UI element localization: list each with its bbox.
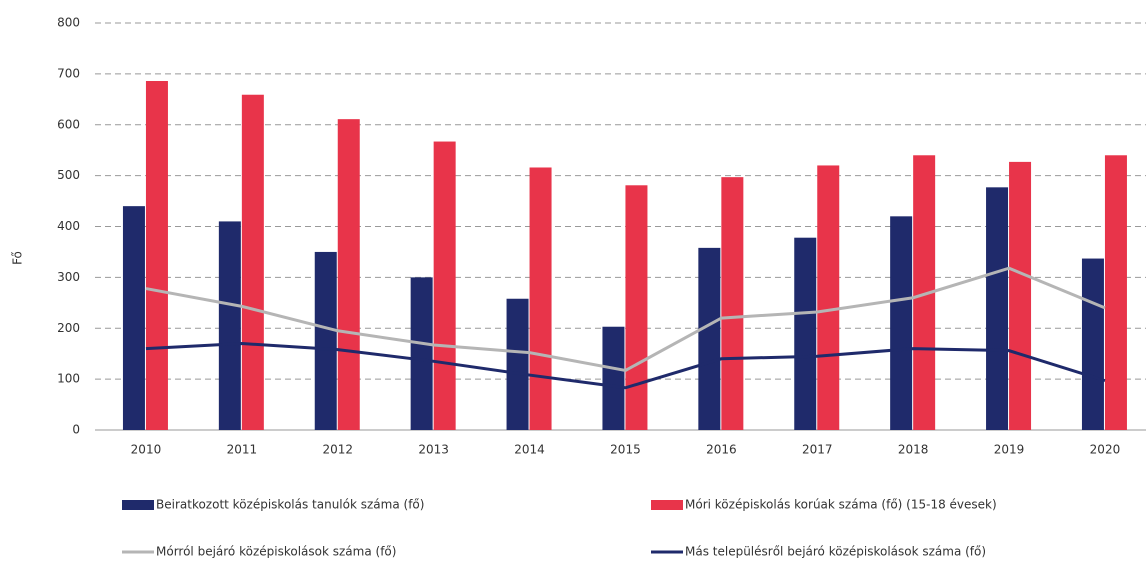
- bar: [314, 251, 337, 430]
- legend-label: Móri középiskolás korúak száma (fő) (15-…: [685, 498, 997, 512]
- bar: [721, 177, 744, 430]
- line: [145, 266, 1106, 373]
- bar: [913, 155, 936, 430]
- bar: [602, 326, 625, 430]
- bar: [1009, 161, 1032, 431]
- bar: [337, 119, 360, 430]
- x-tick-label: 2020: [1090, 443, 1121, 457]
- bar: [986, 187, 1009, 430]
- x-tick-label: 2010: [131, 443, 162, 457]
- x-tick-label: 2018: [898, 443, 929, 457]
- y-tick-label: 100: [57, 372, 80, 386]
- y-tick-label: 700: [57, 66, 80, 80]
- y-tick-label: 600: [57, 117, 80, 131]
- x-tick-label: 2013: [418, 443, 449, 457]
- bar: [410, 277, 433, 430]
- legend-swatch: [122, 500, 154, 510]
- bar: [433, 141, 456, 430]
- x-tick-label: 2016: [706, 443, 737, 457]
- bar: [698, 247, 721, 430]
- x-tick-label: 2014: [514, 443, 545, 457]
- x-tick-label: 2012: [322, 443, 353, 457]
- bar: [529, 167, 552, 431]
- x-tick-label: 2011: [227, 443, 258, 457]
- y-tick-label: 400: [57, 219, 80, 233]
- bar: [218, 221, 241, 430]
- bar: [794, 237, 817, 430]
- bar: [1081, 258, 1104, 430]
- bar: [890, 216, 913, 430]
- bar: [145, 80, 168, 430]
- y-tick-label: 300: [57, 270, 80, 284]
- y-axis-label: Fő: [11, 251, 25, 265]
- y-tick-label: 0: [72, 423, 80, 437]
- legend-swatch: [651, 500, 683, 510]
- legend-label: Mórról bejáró középiskolások száma (fő): [156, 545, 396, 559]
- bar: [625, 185, 648, 430]
- x-tick-label: 2017: [802, 443, 833, 457]
- x-tick-label: 2019: [994, 443, 1025, 457]
- y-tick-label: 500: [57, 168, 80, 182]
- x-tick-label: 2015: [610, 443, 641, 457]
- bar: [1104, 155, 1127, 430]
- legend-label: Más településről bejáró középiskolások s…: [685, 545, 986, 559]
- y-tick-label: 200: [57, 321, 80, 335]
- legend-label: Beiratkozott középiskolás tanulók száma …: [156, 498, 424, 512]
- bar: [241, 94, 264, 430]
- y-tick-label: 800: [57, 16, 80, 30]
- bar: [817, 165, 840, 430]
- bar: [506, 298, 529, 430]
- line: [145, 342, 1106, 390]
- bar: [122, 206, 145, 430]
